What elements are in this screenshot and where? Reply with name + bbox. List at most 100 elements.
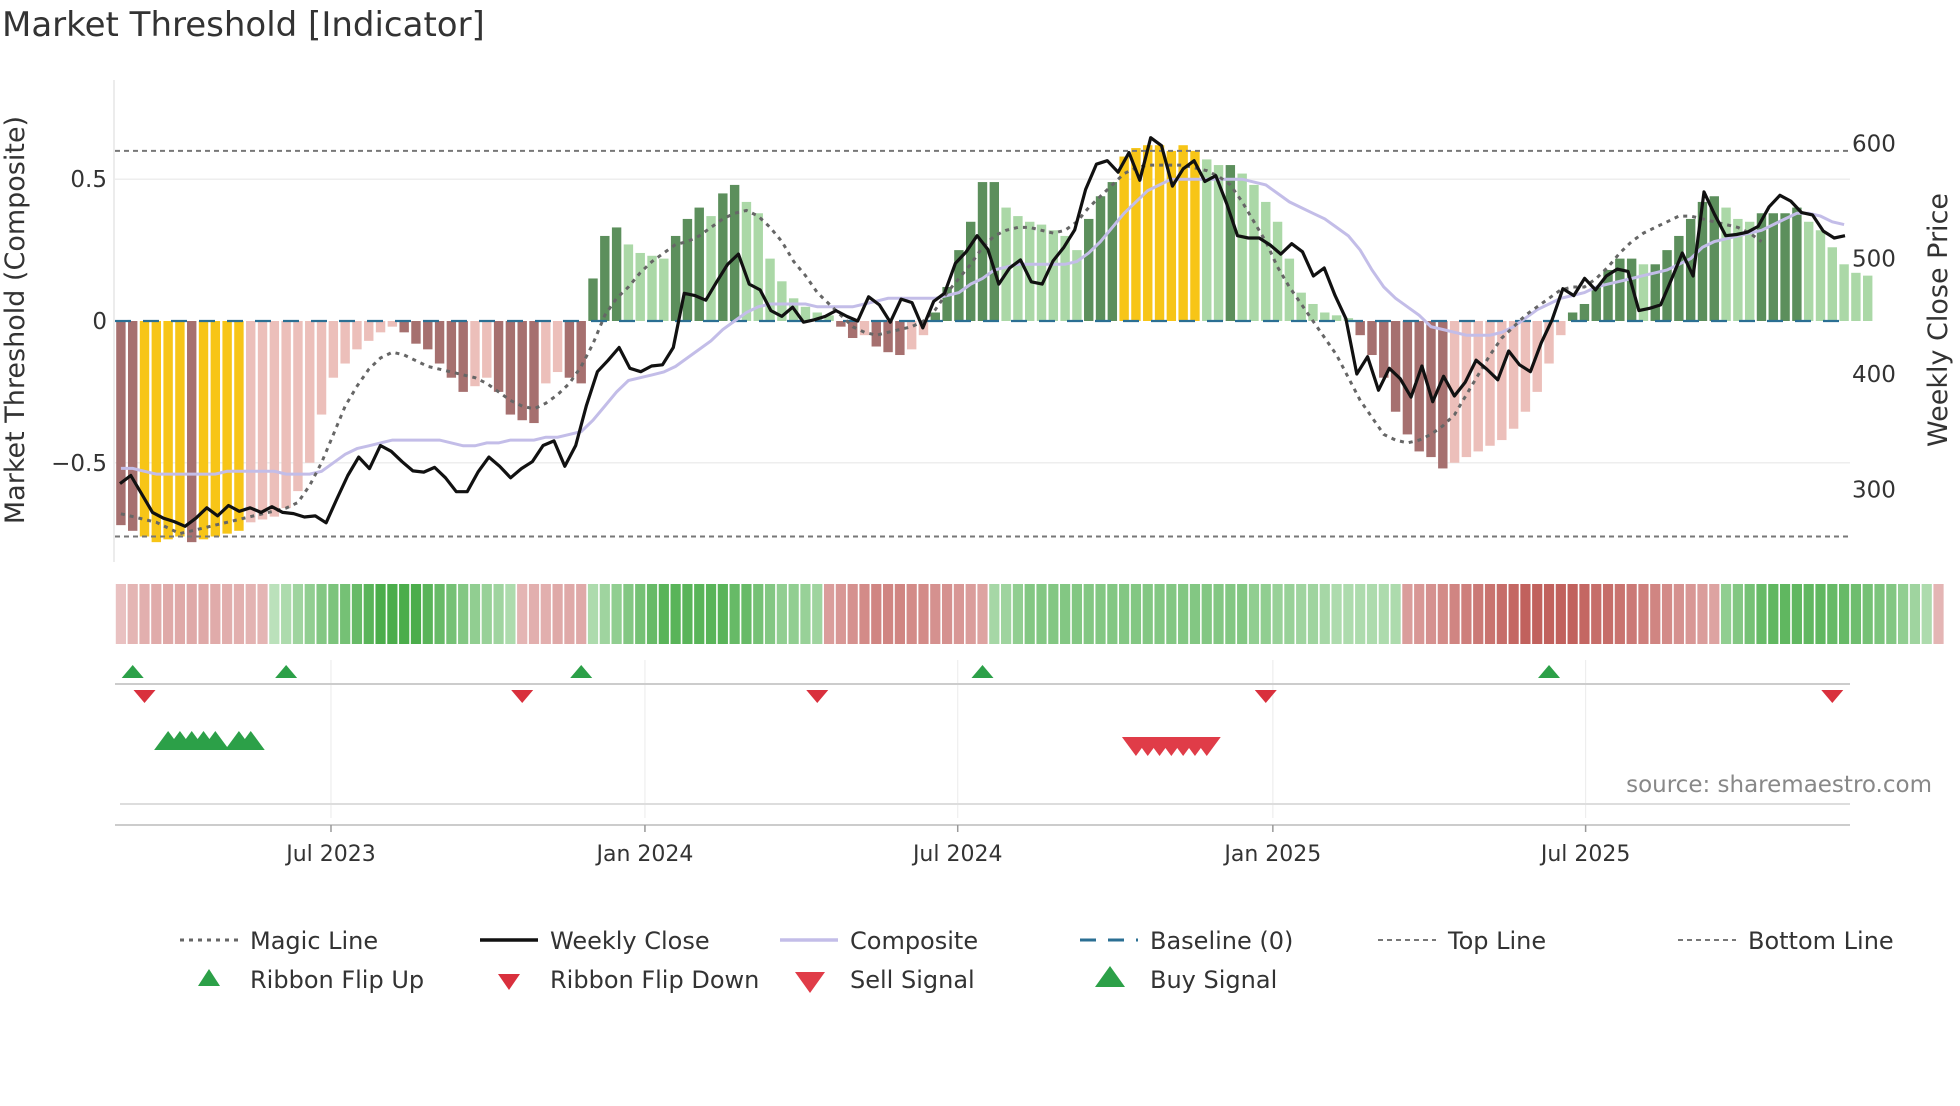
- ribbon-flip-down-marker: [1254, 690, 1277, 703]
- histogram-bar: [1154, 145, 1165, 321]
- ribbon-cell: [1071, 584, 1083, 644]
- ribbon-cell: [340, 584, 351, 644]
- histogram-bar: [836, 321, 846, 327]
- ribbon-flip-panel: [115, 665, 1850, 703]
- histogram-bar: [1426, 321, 1436, 458]
- histogram-bar: [611, 227, 622, 321]
- ribbon-cell: [1638, 584, 1649, 644]
- ribbon-cell: [1189, 584, 1201, 644]
- ribbon-cell: [1886, 584, 1897, 644]
- histogram-bar: [1449, 321, 1460, 463]
- legend-swatch-flip-up: [198, 969, 220, 986]
- ribbon-cell: [281, 584, 292, 644]
- ribbon-cell: [1874, 584, 1885, 644]
- histogram-bar: [364, 321, 374, 341]
- histogram-bar: [1355, 321, 1365, 336]
- legend-label-magic: Magic Line: [250, 927, 378, 955]
- ribbon-cell: [163, 584, 174, 644]
- ribbon-cell: [505, 584, 516, 644]
- histogram-bar: [1780, 213, 1790, 321]
- histogram-bar: [187, 321, 197, 543]
- ribbon-cell: [127, 584, 138, 644]
- ribbon-cell: [528, 584, 540, 644]
- ribbon-cell: [304, 584, 315, 644]
- histogram-bar: [1744, 221, 1755, 321]
- histogram-bar: [387, 321, 398, 327]
- ribbon-cell: [1142, 584, 1153, 644]
- ribbon-cell: [1260, 584, 1271, 644]
- ribbon-cell: [1437, 584, 1448, 644]
- histogram-bar: [1367, 321, 1377, 356]
- histogram-bar: [1060, 235, 1070, 321]
- x-axis-ticks: Jul 2023 Jan 2024 Jul 2024 Jan 2025 Jul 2025: [115, 824, 1850, 867]
- legend-label-close: Weekly Close: [550, 927, 710, 955]
- histogram-bar: [1650, 264, 1660, 321]
- left-axis-label: Market Threshold (Composite): [0, 116, 31, 524]
- histogram-bar: [1072, 250, 1082, 321]
- left-tick-label: 0: [92, 309, 107, 335]
- ribbon-cell: [1390, 584, 1401, 644]
- histogram-bars: [116, 145, 1873, 543]
- histogram-bar: [647, 255, 657, 321]
- ribbon-cell: [670, 584, 681, 644]
- histogram-bar: [588, 278, 598, 321]
- histogram-bar: [1497, 321, 1507, 441]
- ribbon-cell: [210, 584, 221, 644]
- histogram-bar: [1839, 264, 1849, 321]
- histogram-bar: [434, 321, 445, 364]
- histogram-bar: [1166, 150, 1177, 321]
- ribbon-cell: [1414, 584, 1425, 644]
- histogram-bar: [352, 321, 362, 350]
- histogram-bar: [942, 286, 952, 321]
- histogram-bar: [670, 235, 681, 321]
- histogram-bar: [1827, 247, 1837, 321]
- histogram-bar: [1544, 321, 1554, 364]
- ribbon-cell: [1024, 584, 1035, 644]
- ribbon-cell: [1319, 584, 1330, 644]
- ribbon-cell: [1473, 584, 1484, 644]
- ribbon-cell: [611, 584, 622, 644]
- legend-label-buy: Buy Signal: [1150, 966, 1277, 994]
- ribbon-cell: [1815, 584, 1826, 644]
- legend-label-flip-up: Ribbon Flip Up: [250, 966, 424, 994]
- histogram-bar: [741, 201, 752, 321]
- histogram-bar: [1567, 312, 1578, 321]
- histogram-bar: [1768, 213, 1778, 321]
- histogram-bar: [1674, 235, 1684, 321]
- ribbon-flip-up-marker: [1538, 665, 1561, 678]
- ribbon-cell: [1119, 584, 1130, 644]
- legend-item-flip-up: Ribbon Flip Up: [198, 966, 424, 994]
- histogram-bar: [1036, 224, 1047, 321]
- ribbon-cell: [151, 584, 162, 644]
- ribbon-cell: [1107, 584, 1118, 644]
- ribbon-cell: [257, 584, 268, 644]
- ribbon-strip: [115, 584, 1944, 644]
- histogram-bar: [1178, 145, 1188, 321]
- ribbon-cell: [1508, 584, 1519, 644]
- ribbon-cell: [623, 584, 634, 644]
- ribbon-cell: [1248, 584, 1260, 644]
- histogram-bar: [281, 321, 291, 509]
- ribbon-cell: [658, 584, 669, 644]
- ribbon-cell: [1355, 584, 1366, 644]
- histogram-bar: [340, 321, 350, 364]
- histogram-bar: [1733, 218, 1743, 321]
- histogram-bar: [729, 184, 740, 321]
- ribbon-cell: [1720, 584, 1732, 644]
- ribbon-cell: [1838, 584, 1850, 644]
- x-tick-label: Jul 2023: [284, 842, 376, 867]
- x-tick-label: Jul 2024: [911, 842, 1003, 867]
- histogram-bar: [1331, 315, 1342, 321]
- legend: Magic Line Weekly Close Composite Baseli…: [180, 927, 1894, 994]
- histogram-bar: [423, 321, 433, 350]
- histogram-bar: [1863, 275, 1873, 321]
- legend-item-buy: Buy Signal: [1095, 966, 1277, 994]
- ribbon-cell: [1685, 584, 1696, 644]
- ribbon-cell: [894, 584, 905, 644]
- ribbon-cell: [1756, 584, 1767, 644]
- ribbon-cell: [800, 584, 811, 644]
- ribbon-cell: [540, 584, 551, 644]
- histogram-bar: [906, 321, 917, 350]
- ribbon-cell: [1001, 584, 1012, 644]
- legend-label-composite: Composite: [850, 927, 978, 955]
